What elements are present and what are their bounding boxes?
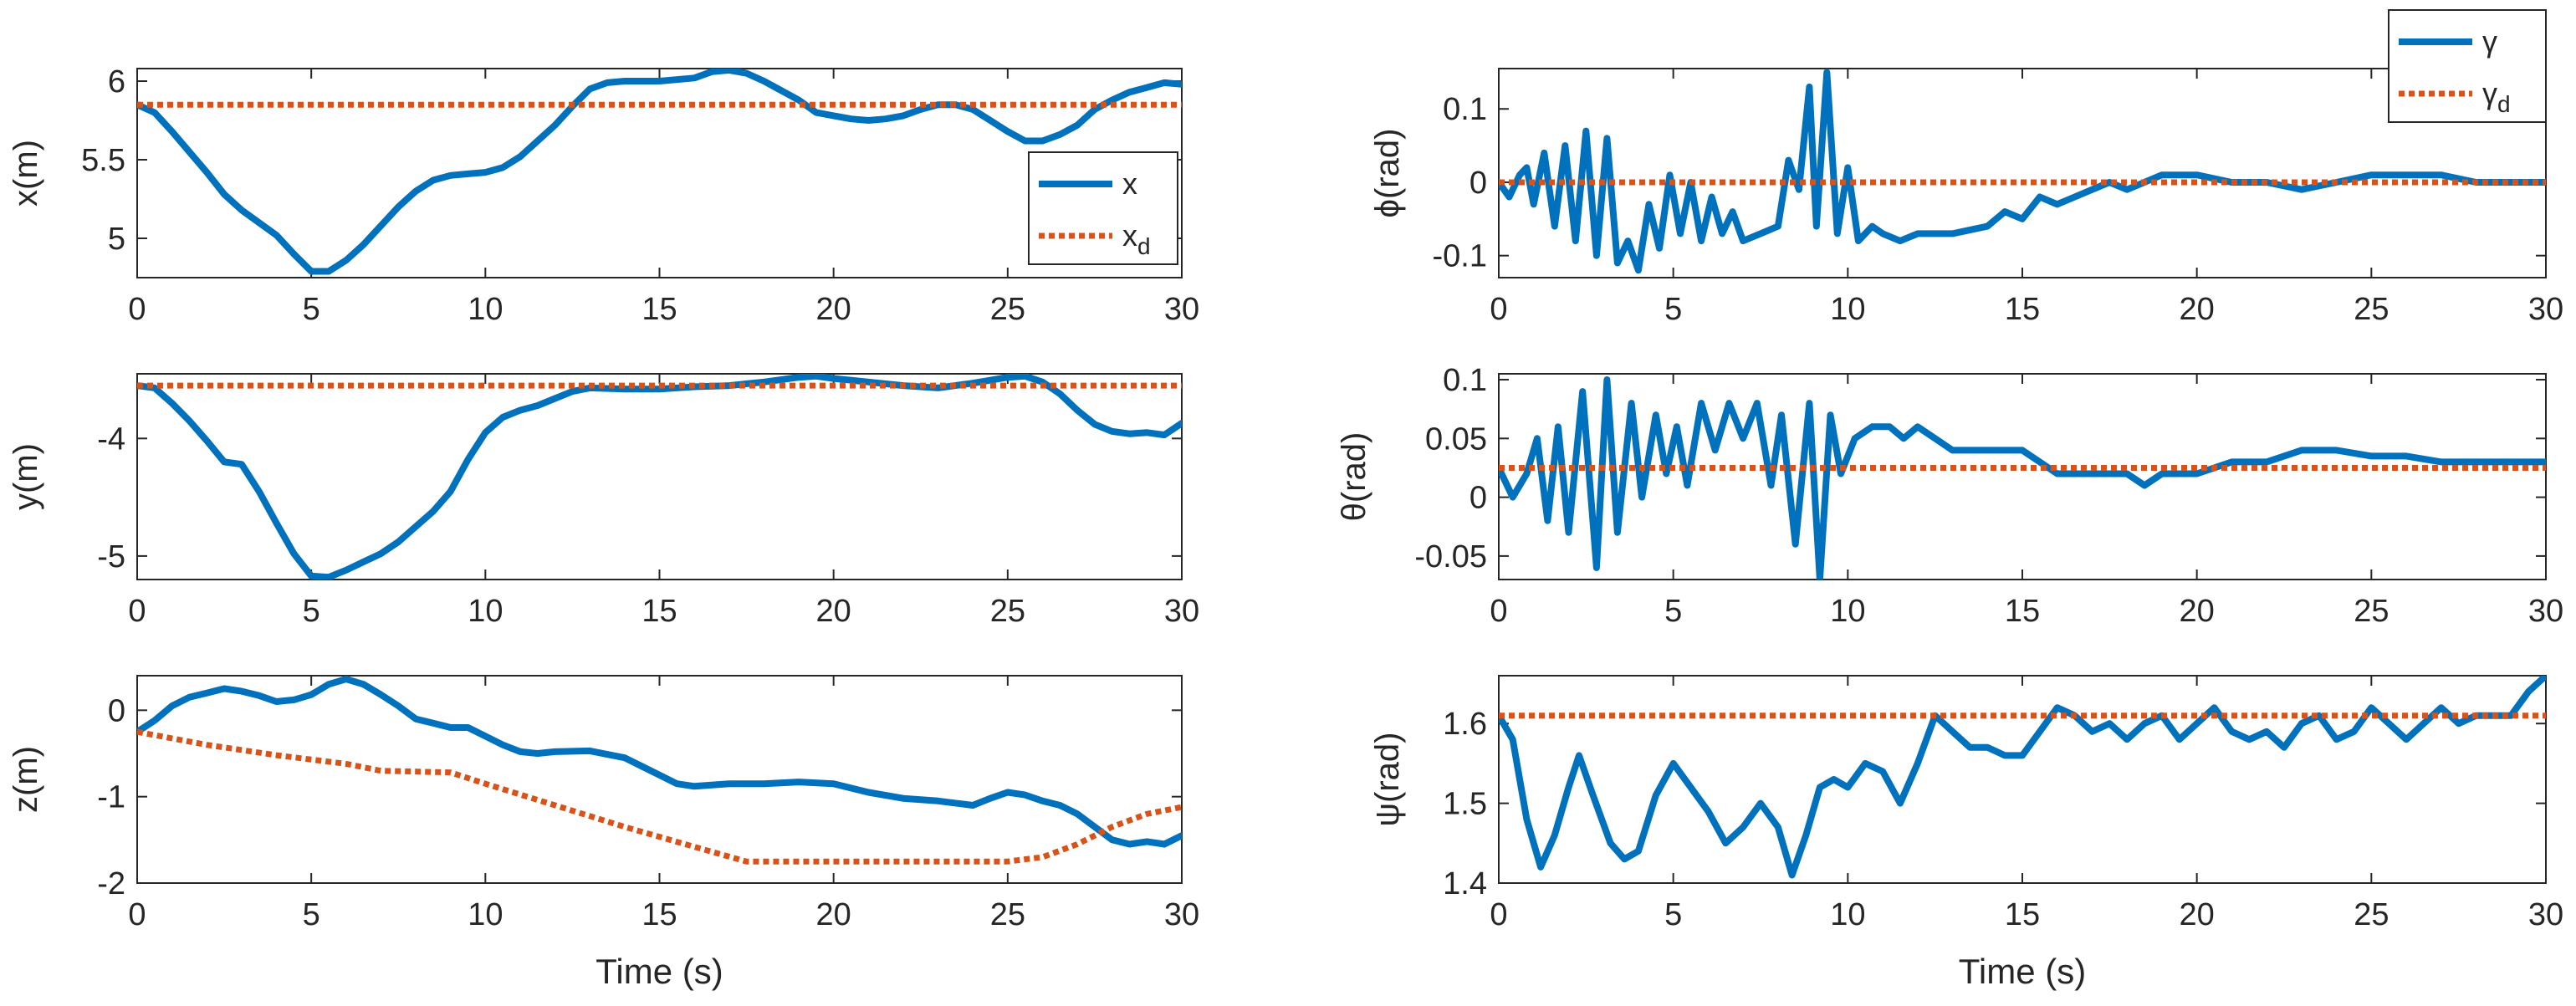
- y-tick-label: 5: [108, 222, 125, 257]
- x-tick-label: 25: [2354, 897, 2389, 932]
- y-axis-label: z(m): [8, 746, 44, 813]
- legend-label: γ: [2482, 24, 2497, 59]
- x-tick-label: 10: [1830, 292, 1865, 327]
- axes-frame: [136, 675, 1183, 884]
- y-axis-label: x(m): [8, 140, 44, 207]
- x-tick-label: 20: [2180, 292, 2215, 327]
- x-tick-label: 20: [816, 897, 851, 932]
- x-tick-label: 10: [1830, 594, 1865, 629]
- x-tick-label: 5: [303, 594, 320, 629]
- x-tick-label: 30: [2528, 292, 2563, 327]
- x-tick-label: 5: [1664, 292, 1682, 327]
- legend: γ γd: [2388, 9, 2547, 123]
- series-line-desired: [137, 728, 1182, 865]
- y-tick-label: -0.05: [1414, 539, 1487, 574]
- chart-y: 0 5 10 15 20 25 30 -5 -4 y(m): [8, 373, 1199, 629]
- x-tick-label: 15: [641, 292, 677, 327]
- axes-frame: [136, 68, 1183, 278]
- x-tick-label: 5: [303, 897, 320, 932]
- chart-theta: 0 5 10 15 20 25 300.10.050-0.05θ(rad): [1336, 363, 2563, 629]
- legend: x xd: [1028, 151, 1178, 265]
- y-tick-label: 0.1: [1443, 92, 1487, 127]
- y-axis-label: ϕ(rad): [1369, 129, 1406, 218]
- y-tick-label: 1.5: [1443, 787, 1487, 822]
- series-line-actual: [137, 374, 1182, 580]
- chart-psi: 0 5 10 15 20 25 30 1.6 1.5 1.4 ψ(rad) Time (s): [1369, 675, 2563, 991]
- x-tick-label: 0: [1490, 292, 1507, 327]
- y-axis-label: θ(rad): [1336, 432, 1372, 522]
- x-tick-label: 10: [468, 897, 503, 932]
- x-tick-label: 10: [468, 594, 503, 629]
- y-tick-label: -1: [97, 780, 125, 815]
- x-tick-label: 5: [1664, 594, 1682, 629]
- x-tick-label: 20: [816, 292, 851, 327]
- axes-frame: [1498, 675, 2547, 884]
- x-tick-label: 0: [128, 897, 146, 932]
- y-tick-label: 6: [108, 64, 125, 100]
- x-tick-label: 30: [2528, 897, 2563, 932]
- y-tick-label: 0: [1469, 481, 1487, 516]
- y-tick-label: -4: [97, 421, 125, 457]
- series-line-actual: [137, 69, 1182, 275]
- x-tick-label: 30: [1164, 897, 1199, 932]
- series-line-actual: [1499, 676, 2546, 879]
- y-tick-label: 1.6: [1443, 707, 1487, 742]
- x-axis-label: Time (s): [595, 952, 723, 991]
- x-tick-label: 20: [2180, 897, 2215, 932]
- x-tick-label: 0: [1490, 897, 1507, 932]
- x-tick-label: 5: [1664, 897, 1682, 932]
- x-tick-label: 30: [1164, 594, 1199, 629]
- x-tick-label: 0: [128, 594, 146, 629]
- y-tick-label: -2: [97, 866, 125, 901]
- y-tick-label: -5: [97, 539, 125, 574]
- legend-box: [2388, 9, 2547, 123]
- x-tick-label: 25: [990, 594, 1025, 629]
- x-tick-label: 0: [128, 292, 146, 327]
- x-tick-label: 15: [2005, 897, 2040, 932]
- x-tick-label: 5: [303, 292, 320, 327]
- y-axis-label: y(m): [8, 443, 44, 510]
- x-tick-label: 20: [816, 594, 851, 629]
- x-axis-label: Time (s): [1959, 952, 2086, 991]
- x-tick-label: 15: [2005, 292, 2040, 327]
- series-line-actual: [1499, 376, 2546, 580]
- y-axis-label: ψ(rad): [1369, 733, 1406, 827]
- y-tick-label: 0.1: [1443, 363, 1487, 398]
- x-tick-label: 25: [990, 897, 1025, 932]
- x-tick-label: 15: [641, 897, 677, 932]
- series-line-actual: [1499, 69, 2546, 274]
- x-tick-label: 25: [2354, 594, 2389, 629]
- axes-frame: [1498, 373, 2547, 580]
- x-tick-label: 20: [2180, 594, 2215, 629]
- x-tick-label: 0: [1490, 594, 1507, 629]
- x-tick-label: 10: [468, 292, 503, 327]
- legend-label: xd: [1122, 218, 1151, 259]
- x-tick-label: 30: [2528, 594, 2563, 629]
- y-tick-label: 5.5: [81, 143, 125, 178]
- x-tick-label: 30: [1164, 292, 1199, 327]
- y-tick-label: 0.05: [1425, 421, 1487, 457]
- chart-z: 0 5 10 15 20 25 30 0 -1 -2 z(m) Time (s): [8, 675, 1199, 991]
- x-tick-label: 15: [641, 594, 677, 629]
- y-tick-label: 0: [108, 693, 125, 728]
- y-tick-label: 1.4: [1443, 866, 1487, 901]
- legend-box: [1028, 151, 1178, 265]
- y-tick-label: -0.1: [1433, 239, 1487, 274]
- legend-label: γd: [2482, 76, 2511, 117]
- x-tick-label: 10: [1830, 897, 1865, 932]
- chart-phi: 0 5 10 15 20 25 300.10-0.1ϕ(rad)γγd: [1369, 9, 2563, 327]
- x-tick-label: 25: [2354, 292, 2389, 327]
- y-tick-label: 0: [1469, 166, 1487, 201]
- x-tick-label: 15: [2005, 594, 2040, 629]
- x-tick-label: 25: [990, 292, 1025, 327]
- series-line-actual: [137, 676, 1182, 848]
- legend-label: x: [1122, 166, 1137, 201]
